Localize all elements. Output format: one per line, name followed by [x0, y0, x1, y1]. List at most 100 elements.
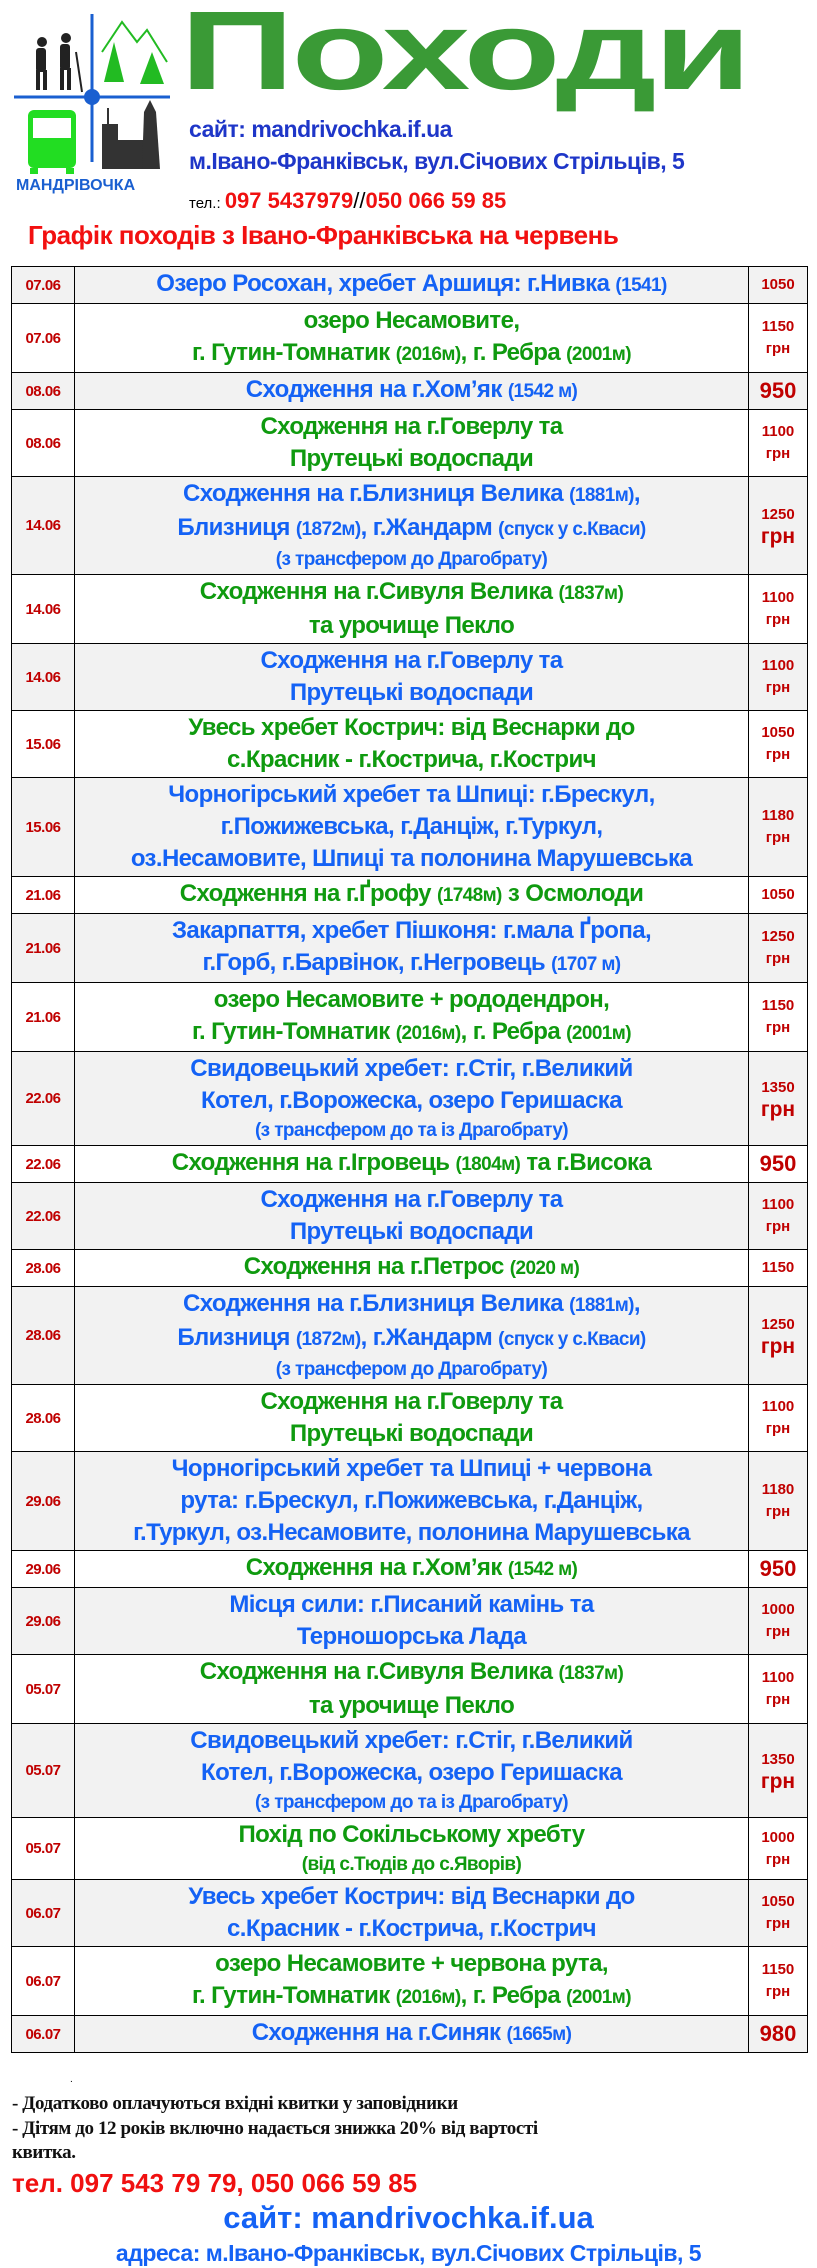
tel-label: тел.:	[189, 195, 225, 212]
description-text: озеро Несамовите,	[303, 307, 520, 334]
mountain-trees-icon	[101, 20, 168, 84]
price-amount: 1050	[761, 886, 795, 903]
hike-price: 1100 грн	[748, 409, 808, 477]
hike-description: Сходження на г.Синяк (1665м)	[74, 2015, 749, 2053]
price-currency: грн	[765, 611, 791, 628]
description-line: Прутецькі водоспади	[75, 1216, 748, 1248]
description-text: Котел, г.Ворожеска, озеро Геришаска	[201, 1087, 623, 1114]
hike-price: 1180 грн	[748, 1451, 808, 1551]
hike-date: 22.06	[11, 1051, 75, 1146]
description-note: (з трансфером до та із Драгобрату)	[254, 1120, 569, 1141]
hike-description: Сходження на г.Петрос (2020 м)	[74, 1249, 749, 1287]
hike-price: 1180 грн	[748, 777, 808, 877]
schedule-row: 22.06 Сходження на г.Ігровець (1804м) та …	[11, 1145, 808, 1183]
price-currency: грн	[765, 1691, 791, 1708]
phone-separator: //	[353, 188, 366, 213]
description-text: , г.Жандарм	[360, 514, 499, 541]
description-text: г. Гутин-Томнатик	[192, 339, 396, 366]
hike-price: 1100 грн	[748, 1384, 808, 1452]
description-line: Терношорська Лада	[75, 1621, 748, 1653]
schedule-row: 14.06 Сходження на г.Говерлу та Прутецькі …	[11, 643, 808, 711]
description-text: Близниця	[177, 514, 296, 541]
hike-price: 1100 грн	[748, 574, 808, 644]
phone-1[interactable]: 097 5437979	[224, 188, 354, 213]
description-line: Місця сили: г.Писаний камінь та	[75, 1589, 748, 1621]
description-line: озеро Несамовите + рододендрон,	[75, 984, 748, 1016]
description-text: Озеро Росохан, хребет Аршиця: г.Нивка	[156, 270, 616, 297]
description-line: Сходження на г.Ігровець (1804м) та г.Вис…	[75, 1147, 748, 1181]
hike-price: 1000 грн	[748, 1817, 808, 1880]
description-text: Прутецькі водоспади	[289, 1420, 534, 1447]
hike-date: 14.06	[11, 476, 75, 575]
description-line: Сходження на г.Сивуля Велика (1837м)	[75, 1656, 748, 1690]
phone-2[interactable]: 050 066 59 85	[365, 188, 507, 213]
hike-date: 05.07	[11, 1817, 75, 1880]
price-amount: 950	[759, 1556, 797, 1581]
site-link[interactable]: сайт: mandrivochka.if.ua	[189, 116, 452, 142]
price-amount: 1100	[761, 1398, 795, 1415]
hike-description: Чорногірський хребет та Шпиці + червона р…	[74, 1451, 749, 1551]
description-text: озеро Несамовите + червона рута,	[215, 1950, 608, 1977]
description-text: Сходження на г.Синяк	[251, 2019, 507, 2046]
description-text: г.Туркул, оз.Несамовите, полонина Маруше…	[133, 1519, 690, 1546]
price-amount: 1250	[761, 928, 795, 945]
description-note: (1881м)	[569, 1295, 634, 1316]
price-amount: 950	[759, 1151, 797, 1176]
description-text: Сходження на г.Говерлу та	[260, 413, 563, 440]
description-line: Котел, г.Ворожеска, озеро Геришаска	[75, 1757, 748, 1789]
hike-price: 1350 грн	[748, 1723, 808, 1818]
price-amount: 1000	[761, 1828, 795, 1846]
schedule-title: Графік походів з Івано-Франківська на че…	[28, 220, 619, 250]
description-text: Увесь хребет Кострич: від Веснарки до	[188, 1883, 635, 1910]
description-text: г.Горб, г.Барвінок, г.Негровець	[202, 949, 552, 976]
description-text: Сходження на г.Сивуля Велика	[199, 578, 559, 605]
hike-description: Сходження на г.Сивуля Велика (1837м) та у…	[74, 574, 749, 644]
description-line: Сходження на г.Хом’як (1542 м)	[75, 1552, 748, 1586]
hike-date: 14.06	[11, 643, 75, 711]
hike-description: озеро Несамовите + червона рута, г. Гутин…	[74, 1946, 749, 2016]
schedule-row: 15.06 Увесь хребет Кострич: від Веснарки …	[11, 710, 808, 778]
description-text: Чорногірський хребет та Шпиці: г.Брескул…	[168, 781, 655, 808]
description-note: (1707 м)	[551, 954, 621, 975]
description-text: Прутецькі водоспади	[289, 679, 534, 706]
schedule-row: 21.06 озеро Несамовите + рододендрон, г. Г…	[11, 982, 808, 1052]
description-text: г. Гутин-Томнатик	[192, 1982, 396, 2009]
page-title: Походи	[180, 0, 752, 113]
description-line: Прутецькі водоспади	[75, 677, 748, 709]
hike-date: 22.06	[11, 1145, 75, 1183]
hike-date: 07.06	[11, 303, 75, 373]
description-line: Сходження на г.Близниця Велика (1881м),	[75, 1288, 748, 1322]
description-note: (1541)	[615, 275, 667, 296]
hike-description: Закарпаття, хребет Пішконя: г.мала Ґропа…	[74, 913, 749, 983]
description-text: г. Гутин-Томнатик	[192, 1018, 396, 1045]
price-currency: грн	[765, 679, 791, 696]
price-currency: грн	[765, 1623, 791, 1640]
hike-description: Сходження на г.Ігровець (1804м) та г.Вис…	[74, 1145, 749, 1183]
description-text: г.Пожижевська, г.Данціж, г.Туркул,	[220, 813, 603, 840]
hike-description: Сходження на г.Сивуля Велика (1837м) та у…	[74, 1654, 749, 1724]
hike-date: 29.06	[11, 1550, 75, 1588]
schedule-row: 08.06 Сходження на г.Хом’як (1542 м) 950	[11, 372, 808, 410]
description-line: Сходження на г.Говерлу та	[75, 645, 748, 677]
price-amount: 1050	[761, 724, 795, 741]
footer-site-link[interactable]: сайт: mandrivochka.if.ua	[223, 2200, 594, 2235]
schedule-row: 07.06 Озеро Росохан, хребет Аршиця: г.Нив…	[11, 266, 808, 304]
description-line: Свидовецький хребет: г.Стіг, г.Великий	[75, 1053, 748, 1085]
description-text: ,	[633, 480, 641, 507]
footer-phones[interactable]: тел. 097 543 79 79, 050 066 59 85	[12, 2168, 418, 2198]
description-text: с.Красник - г.Кострича, г.Кострич	[227, 746, 597, 773]
schedule-row: 28.06 Сходження на г.Говерлу та Прутецькі …	[11, 1384, 808, 1452]
description-text: оз.Несамовите, Шпиці та полонина Марушев…	[130, 845, 693, 872]
hike-description: Сходження на г.Говерлу та Прутецькі водос…	[74, 643, 749, 711]
price-amount: 1100	[761, 1669, 795, 1686]
description-line: (з трансфером до та із Драгобрату)	[75, 1789, 748, 1816]
description-text: та урочище Пекло	[308, 1692, 515, 1719]
price-currency: грн	[760, 1769, 796, 1793]
phone-line: тел.: 097 5437979//050 066 59 85	[189, 188, 506, 214]
hike-date: 15.06	[11, 710, 75, 778]
hike-description: Чорногірський хребет та Шпиці: г.Брескул…	[74, 777, 749, 877]
description-note: (1872м)	[295, 519, 361, 540]
hike-date: 06.07	[11, 2015, 75, 2053]
description-line: Близниця (1872м), г.Жандарм (спуск у с.К…	[75, 512, 748, 546]
hikers-icon	[36, 33, 83, 93]
